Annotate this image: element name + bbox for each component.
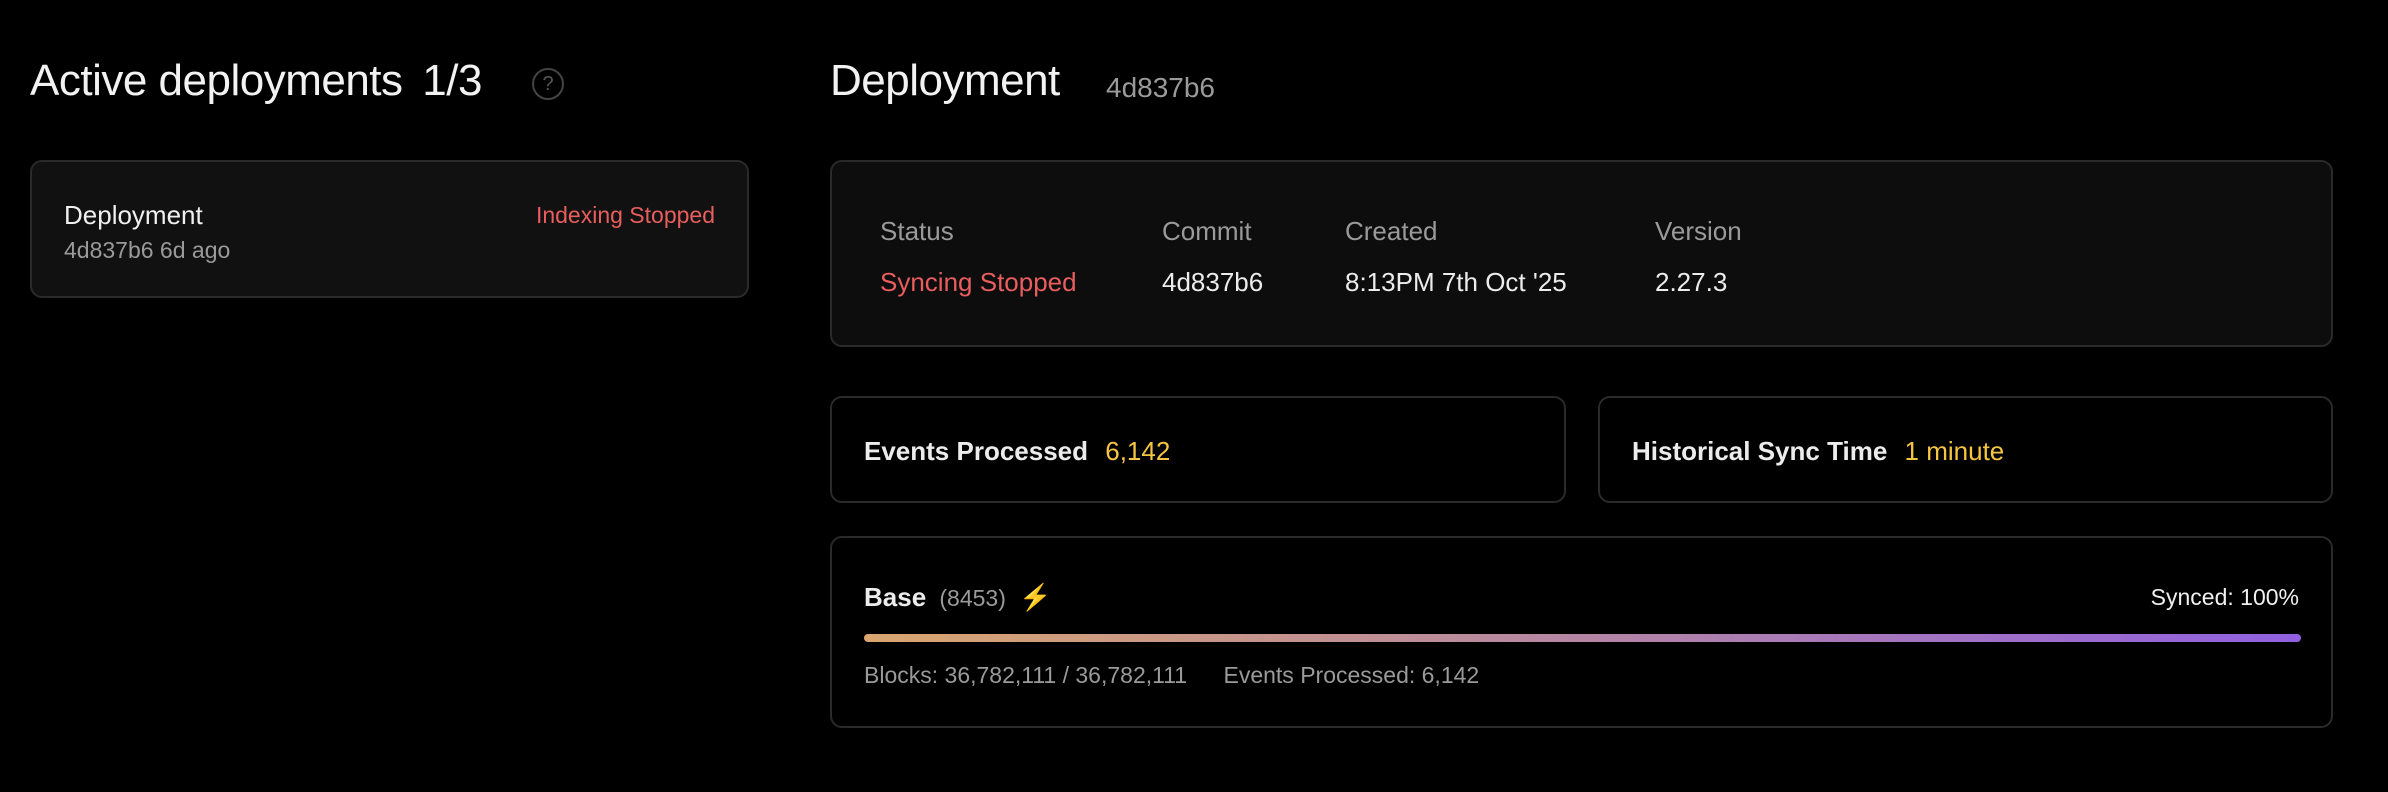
historical-sync-card: Historical Sync Time 1 minute: [1598, 396, 2333, 503]
stat-label: Historical Sync Time: [1632, 436, 1888, 466]
info-created: Created 8:13PM 7th Oct '25: [1345, 216, 1567, 298]
info-value: 2.27.3: [1655, 267, 1728, 297]
synced-percent: Synced: 100%: [2150, 584, 2299, 610]
deployment-meta: 4d837b6 6d ago: [64, 237, 231, 263]
chain-card: Base (8453) ⚡ Synced: 100% Blocks: 36,78…: [830, 536, 2333, 728]
chain-header: Base (8453) ⚡: [864, 582, 1051, 613]
info-version: Version 2.27.3: [1655, 216, 1742, 298]
active-deployments-title: Active deployments 1/3: [30, 56, 482, 106]
stat-label: Events Processed: [864, 436, 1089, 466]
detail-hash: 4d837b6: [1106, 72, 1216, 103]
chain-id: (8453): [939, 585, 1006, 611]
stat-value: 6,142: [1105, 436, 1171, 466]
detail-title: Deployment: [830, 56, 1060, 105]
chain-footer: Blocks: 36,782,111 / 36,782,111 Events P…: [864, 662, 1479, 689]
info-label: Commit: [1162, 216, 1252, 246]
stat-row: Events Processed 6,142: [864, 436, 1170, 467]
info-status: Status Syncing Stopped: [880, 216, 1077, 298]
info-value: 8:13PM 7th Oct '25: [1345, 267, 1567, 297]
sync-progress-bar: [864, 634, 2301, 642]
chain-events: Events Processed: 6,142: [1223, 662, 1480, 688]
lightning-icon: ⚡: [1019, 582, 1052, 612]
info-label: Status: [880, 216, 954, 246]
deployment-list-item[interactable]: Deployment 4d837b6 6d ago Indexing Stopp…: [30, 160, 749, 298]
question-circle-icon[interactable]: ?: [532, 68, 564, 100]
info-card: Status Syncing Stopped Commit 4d837b6 Cr…: [830, 160, 2333, 347]
events-processed-card: Events Processed 6,142: [830, 396, 1566, 503]
info-label: Version: [1655, 216, 1742, 246]
title-text: Active deployments: [30, 56, 403, 105]
info-value: 4d837b6: [1162, 267, 1264, 297]
stat-row: Historical Sync Time 1 minute: [1632, 436, 2004, 467]
sync-progress-fill: [864, 634, 2301, 642]
deployment-name: Deployment: [64, 200, 203, 230]
info-commit: Commit 4d837b6: [1162, 216, 1263, 298]
info-value: Syncing Stopped: [880, 267, 1077, 297]
deployment-status: Indexing Stopped: [535, 202, 715, 228]
info-label: Created: [1345, 216, 1438, 246]
chain-name: Base: [864, 582, 927, 612]
deployment-count: 1/3: [422, 56, 482, 105]
stat-value: 1 minute: [1904, 436, 2005, 466]
blocks-count: Blocks: 36,782,111 / 36,782,111: [864, 662, 1188, 688]
